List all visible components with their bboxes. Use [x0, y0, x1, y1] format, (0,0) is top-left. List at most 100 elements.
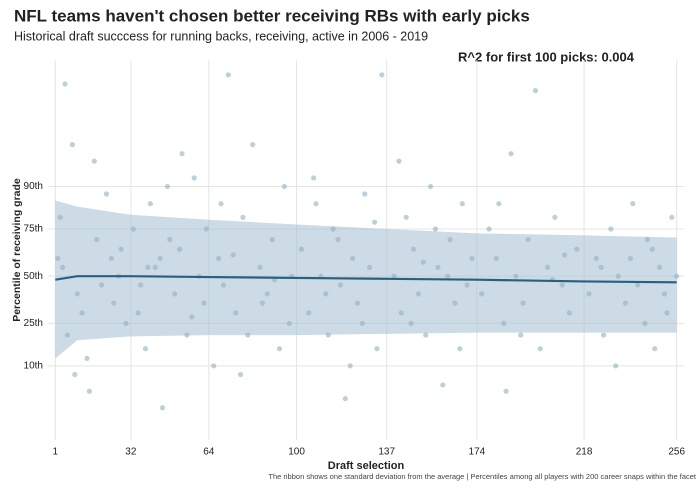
point: [537, 346, 543, 352]
point: [147, 201, 153, 207]
point: [518, 332, 524, 338]
point: [323, 291, 329, 297]
point: [218, 201, 224, 207]
point: [403, 214, 409, 220]
point: [123, 320, 129, 326]
point: [391, 273, 397, 279]
point: [264, 291, 270, 297]
point: [415, 291, 421, 297]
point: [72, 371, 78, 378]
point: [74, 291, 80, 297]
x-tick-label: 218: [576, 447, 593, 458]
point: [60, 264, 66, 270]
point: [281, 183, 287, 190]
point: [532, 88, 538, 94]
point: [137, 282, 144, 288]
point: [669, 214, 675, 220]
point: [286, 320, 292, 326]
point: [469, 255, 475, 262]
point: [211, 363, 217, 369]
point: [486, 226, 492, 232]
point: [108, 255, 114, 262]
point: [342, 396, 348, 402]
point: [167, 236, 173, 243]
x-tick-label: 32: [125, 447, 137, 458]
x-tick-label: 1: [53, 447, 59, 458]
caption: The ribbon shows one standard deviation …: [268, 472, 697, 481]
point: [501, 320, 507, 326]
point: [225, 72, 231, 78]
point: [396, 158, 402, 164]
point: [64, 332, 71, 338]
point: [561, 252, 568, 258]
point: [367, 264, 373, 270]
point: [69, 142, 75, 148]
point: [447, 236, 453, 243]
point: [86, 388, 93, 394]
point: [172, 291, 178, 297]
point: [311, 175, 317, 181]
point: [479, 291, 485, 297]
point: [191, 175, 197, 181]
point: [440, 382, 446, 388]
point: [245, 332, 251, 338]
point: [330, 226, 336, 232]
point: [237, 371, 244, 378]
point: [79, 310, 85, 316]
point: [203, 226, 209, 232]
point: [423, 332, 429, 338]
y-tick-label: 90th: [24, 181, 43, 192]
x-tick-label: 256: [668, 447, 685, 458]
point: [664, 310, 670, 316]
point: [142, 346, 149, 352]
point: [359, 320, 365, 326]
point: [99, 282, 105, 288]
point: [233, 310, 239, 316]
point: [459, 201, 465, 207]
point: [559, 282, 565, 288]
point: [164, 183, 171, 190]
point: [184, 332, 190, 338]
x-tick-label: 137: [378, 447, 395, 458]
point: [325, 332, 331, 338]
point: [259, 300, 266, 306]
point: [600, 332, 607, 338]
point: [157, 255, 163, 262]
point: [630, 201, 636, 207]
point: [622, 300, 629, 306]
point: [145, 264, 151, 270]
point: [57, 214, 63, 220]
point: [432, 226, 439, 232]
point: [371, 219, 378, 225]
point: [635, 282, 641, 288]
point: [250, 142, 256, 148]
y-tick-label: 50th: [24, 271, 43, 282]
point: [457, 346, 463, 352]
point: [674, 273, 680, 279]
point: [240, 214, 246, 220]
point: [374, 346, 380, 352]
point: [593, 255, 599, 262]
point: [574, 246, 580, 252]
point: [493, 255, 499, 262]
point: [130, 226, 136, 232]
point: [496, 201, 502, 207]
point: [103, 191, 110, 197]
point: [420, 259, 426, 265]
point: [642, 320, 648, 326]
point: [657, 264, 663, 270]
x-tick-label: 100: [288, 447, 305, 458]
chart-title: NFL teams haven't chosen better receivin…: [14, 6, 530, 25]
point: [179, 151, 185, 157]
point: [652, 346, 658, 352]
point: [379, 72, 385, 78]
point: [552, 214, 558, 220]
point: [337, 282, 344, 288]
point: [362, 191, 368, 197]
point: [55, 255, 61, 262]
point: [215, 255, 222, 262]
annotation: R^2 for first 100 picks: 0.004: [458, 49, 635, 64]
point: [644, 236, 651, 243]
point: [613, 363, 619, 369]
